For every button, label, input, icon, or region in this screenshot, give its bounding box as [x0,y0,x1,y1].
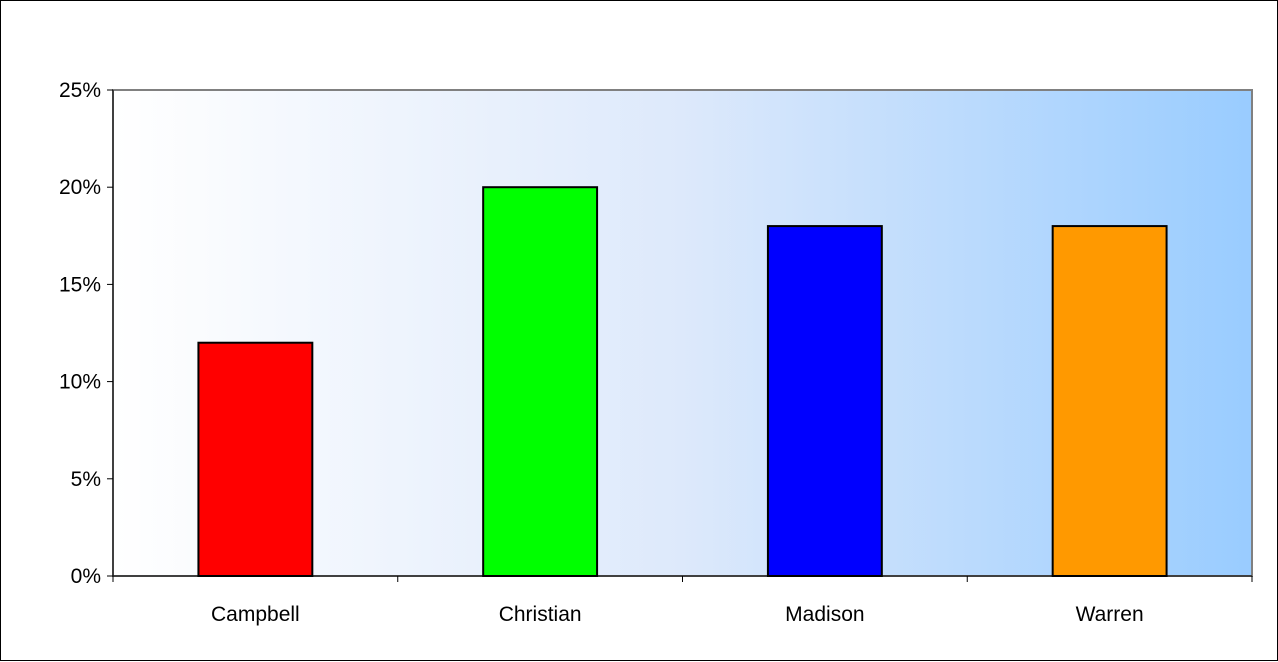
bar-warren [1051,225,1168,578]
bar-madison [766,225,883,578]
x-tick-label: Campbell [211,603,300,626]
x-tick-label: Warren [1076,603,1144,626]
y-tick-label: 5% [71,468,101,491]
bar-christian [482,186,599,577]
y-tick-label: 10% [59,371,101,394]
y-tick-label: 25% [59,79,101,102]
x-tick-label: Christian [499,603,582,626]
y-tick-label: 20% [59,176,101,199]
y-tick-label: 0% [71,565,101,588]
bar-campbell [197,341,314,577]
x-tick-label: Madison [785,603,864,626]
y-tick-label: 15% [59,273,101,296]
